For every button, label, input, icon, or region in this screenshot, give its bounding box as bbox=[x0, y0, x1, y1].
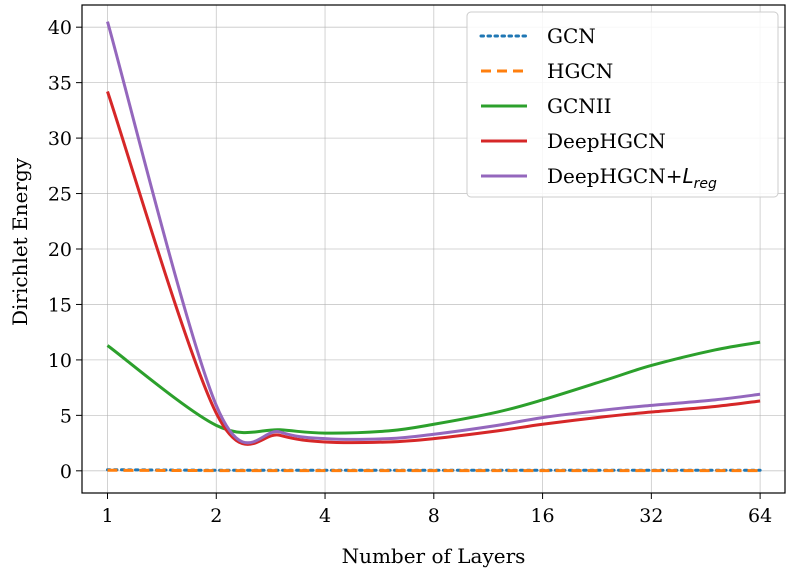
x-tick-label: 32 bbox=[639, 505, 663, 527]
legend-label-subscript: reg bbox=[694, 176, 717, 192]
y-tick-label: 25 bbox=[48, 184, 72, 206]
y-tick-label: 40 bbox=[48, 17, 72, 39]
x-tick-label: 16 bbox=[530, 505, 554, 527]
legend-label-text: HGCN bbox=[547, 59, 613, 83]
y-tick-label: 35 bbox=[48, 73, 72, 95]
y-tick-label: 15 bbox=[48, 294, 72, 316]
legend-label-hgcn: HGCN bbox=[547, 59, 613, 83]
x-tick-label: 64 bbox=[748, 505, 772, 527]
series-line-deephgcn bbox=[106, 91, 761, 446]
legend-label-text: DeepHGCN bbox=[547, 129, 666, 153]
y-tick-label: 5 bbox=[60, 405, 72, 427]
legend-label-deephgcn: DeepHGCN bbox=[547, 129, 666, 153]
x-tick-label: 1 bbox=[101, 505, 113, 527]
legend-label-text: GCN bbox=[547, 24, 596, 48]
x-tick-label: 8 bbox=[428, 505, 440, 527]
y-tick-label: 20 bbox=[48, 239, 72, 261]
x-tick-label: 2 bbox=[210, 505, 222, 527]
legend-label-deephgcn-l-reg: DeepHGCN+Lreg bbox=[547, 164, 717, 192]
plot-area bbox=[106, 21, 762, 473]
x-axis-label: Number of Layers bbox=[342, 544, 526, 568]
legend-label-text: GCNII bbox=[547, 94, 612, 118]
y-tick-label: 0 bbox=[60, 461, 72, 483]
legend-label-text: DeepHGCN+ bbox=[547, 164, 683, 188]
series-line-gcnii bbox=[106, 340, 761, 435]
legend-label-math: L bbox=[683, 164, 694, 188]
y-axis-label: Dirichlet Energy bbox=[8, 157, 32, 326]
ticks: 1 2 4 8 16 32 64 0 5 10 15 20 25 30 35 40 bbox=[48, 17, 772, 527]
legend: GCN HGCN GCNII DeepHGCN DeepHGCN+Lreg bbox=[466, 11, 779, 198]
legend-label-gcnii: GCNII bbox=[547, 94, 612, 118]
y-tick-label: 30 bbox=[48, 128, 72, 150]
series-line-deephgcn-l-reg bbox=[106, 21, 761, 445]
legend-box bbox=[466, 11, 779, 198]
x-tick-label: 4 bbox=[319, 505, 331, 527]
legend-label-gcn: GCN bbox=[547, 24, 596, 48]
y-tick-label: 10 bbox=[48, 350, 72, 372]
